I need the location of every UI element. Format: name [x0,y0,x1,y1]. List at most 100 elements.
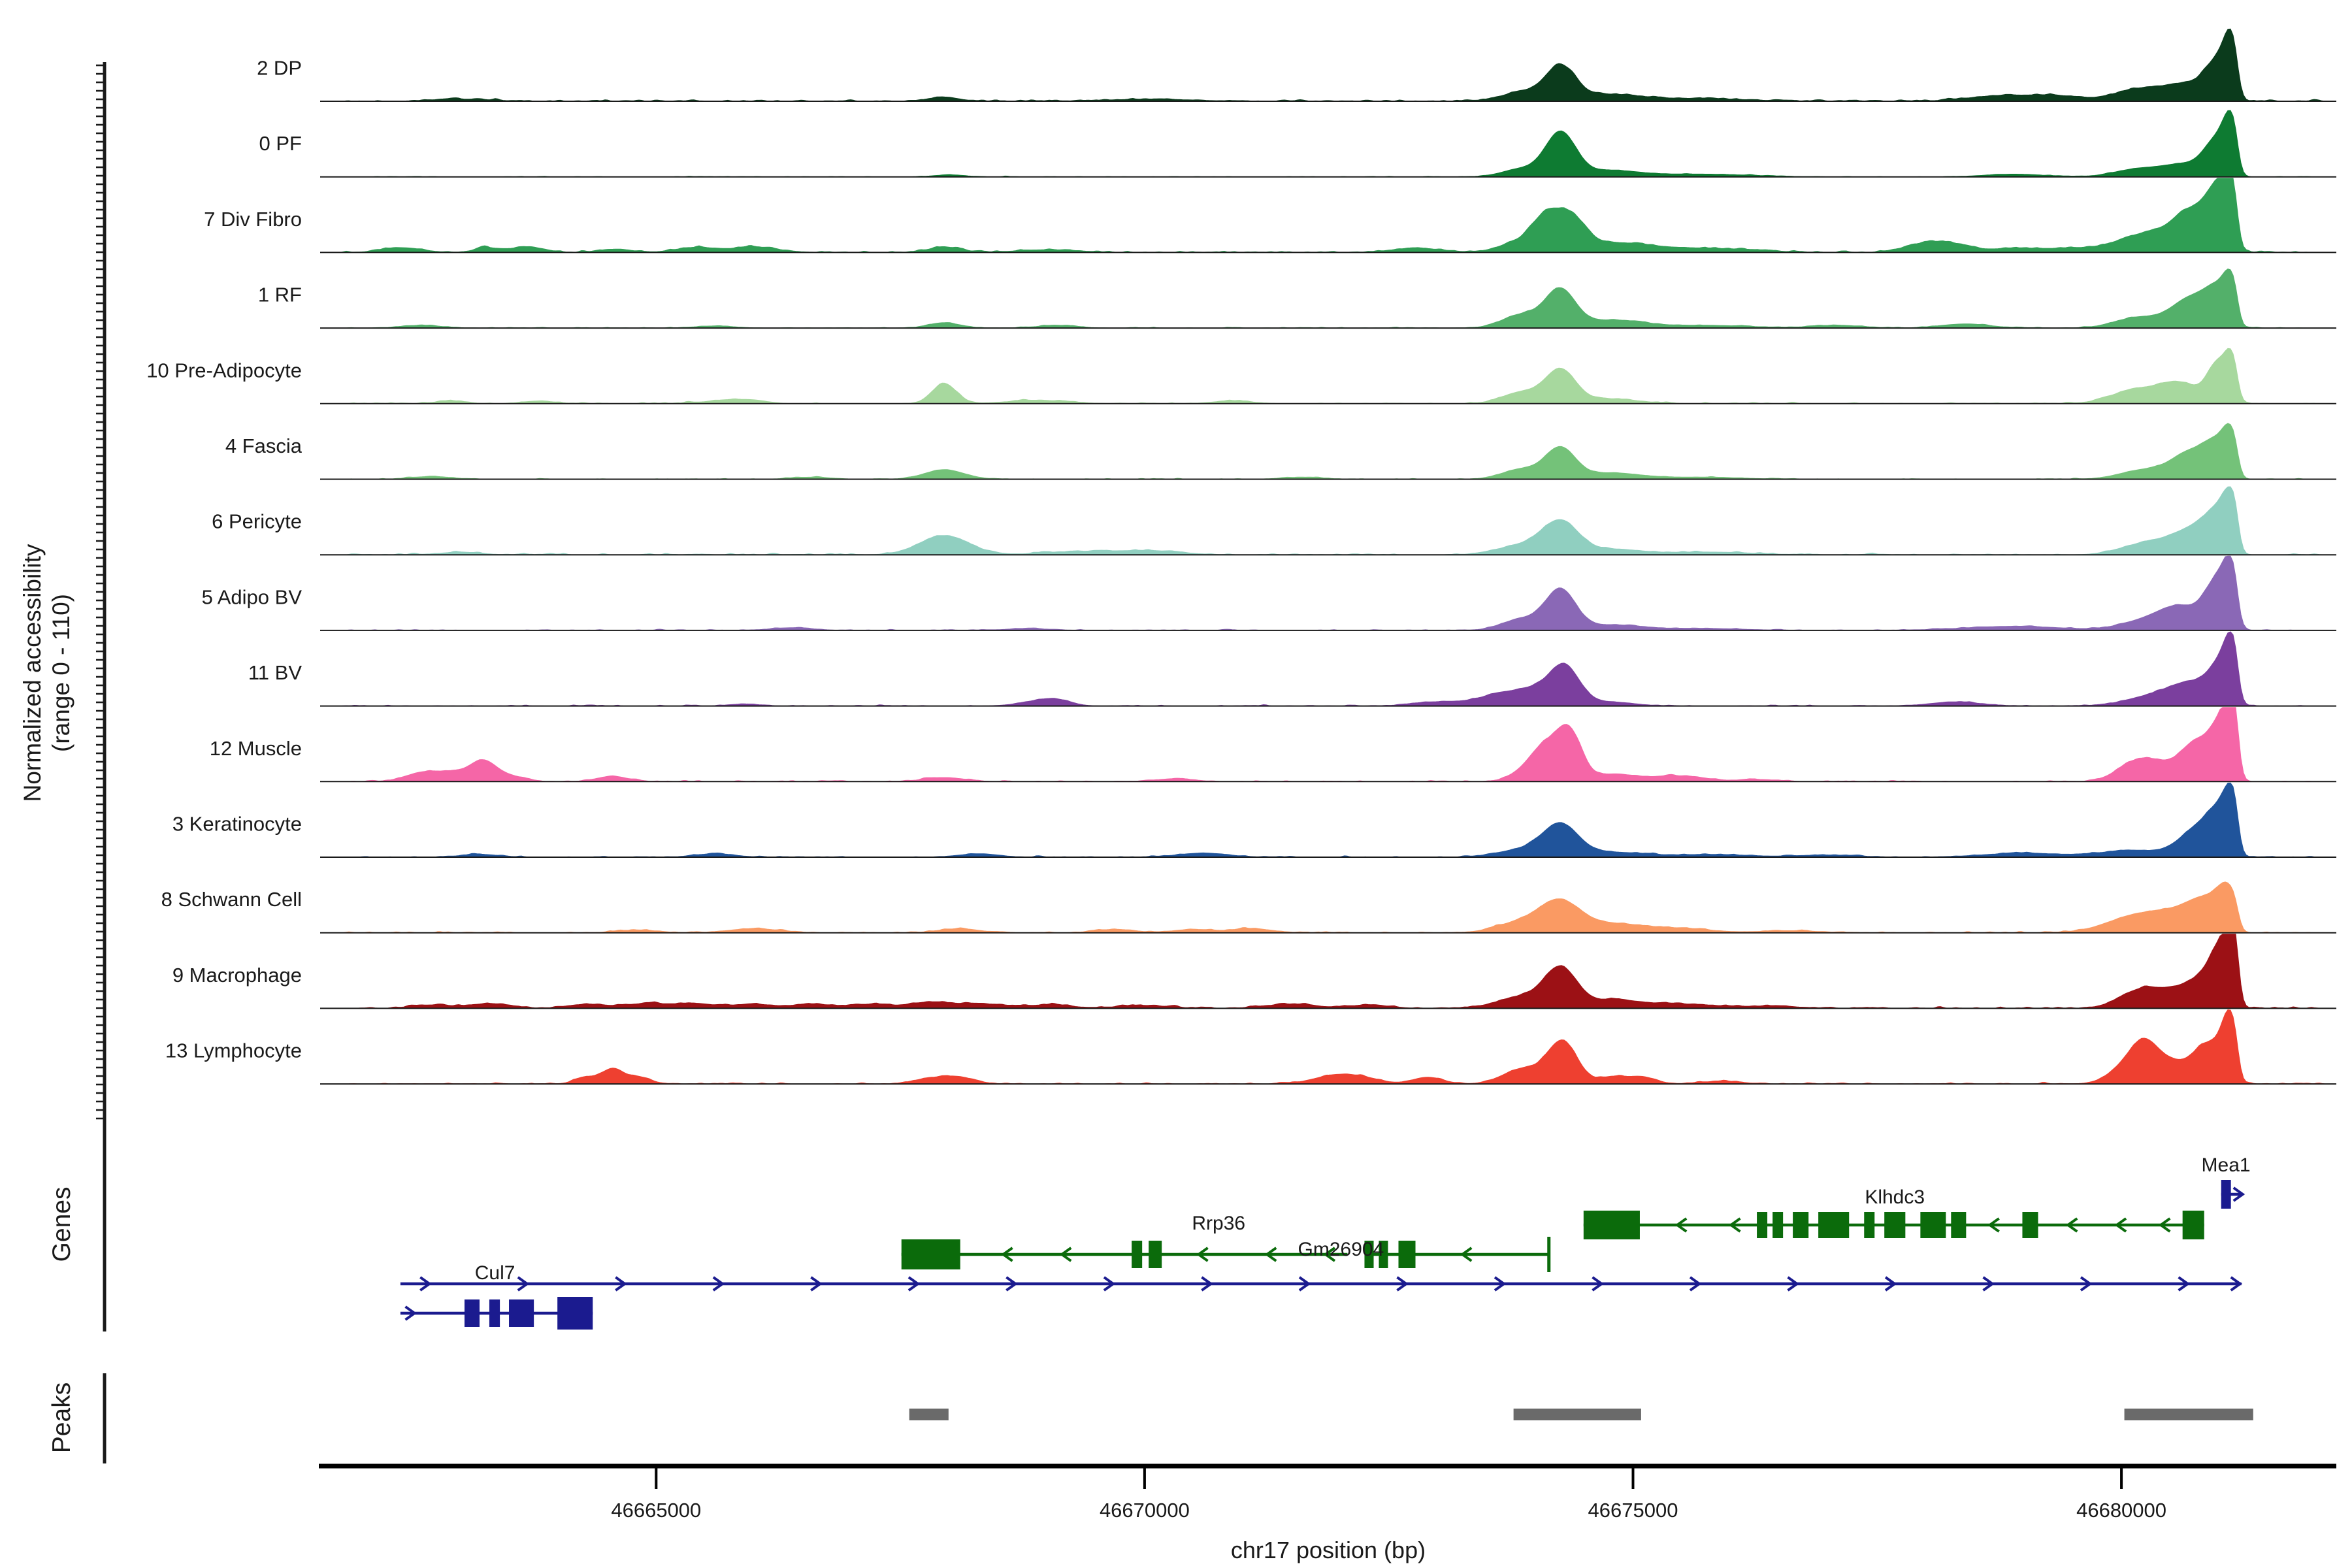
coverage-track-12-muscle: 12 Muscle [210,707,2336,783]
track-label: 9 Macrophage [172,964,302,987]
track-label: 4 Fascia [225,434,302,457]
strand-arrow-icon [1494,1276,1507,1292]
gene-exon [509,1299,534,1327]
strand-arrow-icon [1982,1276,1995,1292]
gene-exon [1149,1241,1162,1268]
gene-exon [1864,1212,1875,1238]
x-axis-tick-label: 46665000 [611,1499,701,1522]
coverage-track-10-pre-adipocyte: 10 Pre-Adipocyte [146,348,2336,404]
gene-exon [1583,1211,1640,1239]
peaks-track [909,1409,2253,1420]
coverage-area [320,555,2336,631]
coverage-area [320,782,2336,858]
gene-exon [1379,1241,1388,1268]
strand-arrow-icon [2065,1217,2078,1233]
track-label: 8 Schwann Cell [161,888,302,911]
coverage-track-2-dp: 2 DP [257,28,2336,102]
gene-transcript [400,1276,2243,1292]
coverage-track-5-adipo-bv: 5 Adipo BV [202,555,2336,631]
track-label: 1 RF [258,284,302,306]
strand-arrow-icon [1201,1276,1213,1292]
peak-interval-bar [909,1409,949,1420]
gene-exon [1884,1212,1906,1238]
coverage-track-3-keratinocyte: 3 Keratinocyte [172,782,2336,858]
strand-arrow-icon [1396,1276,1409,1292]
strand-arrow-icon [1987,1217,2000,1233]
coverage-area [320,707,2336,782]
strand-arrow-icon [419,1276,432,1292]
gene-exon [1132,1241,1143,1268]
gene-exon [489,1299,500,1327]
track-label: 6 Pericyte [212,510,302,533]
coverage-track-1-rf: 1 RF [258,268,2336,329]
coverage-area [320,486,2336,555]
gene-exon [1364,1241,1374,1268]
strand-arrow-icon [1005,1276,1018,1292]
strand-arrow-icon [810,1276,823,1292]
coverage-area [320,268,2336,329]
strand-arrow-icon [2232,1186,2246,1202]
strand-arrow-icon [1674,1217,1688,1233]
gene-Mea1: Mea1 [2202,1154,2251,1209]
gene-exon [2182,1211,2204,1239]
strand-arrow-icon [1323,1247,1336,1262]
gene-label: Gm26904 [1298,1239,1384,1260]
strand-arrow-icon [2114,1217,2127,1233]
strand-arrow-icon [517,1276,530,1292]
peak-interval-bar [1513,1409,1641,1420]
strand-arrow-icon [712,1276,725,1292]
x-axis-tick-label: 46680000 [2076,1499,2166,1522]
gene-Gm26904: Gm26904 [1298,1237,1551,1272]
coverage-area [320,881,2336,934]
coverage-track-13-lymphocyte: 13 Lymphocyte [165,1009,2336,1085]
strand-arrow-icon [1460,1247,1473,1262]
gene-label: Klhdc3 [1865,1186,1925,1208]
coverage-area [320,110,2336,178]
strand-arrow-icon [1884,1276,1897,1292]
strand-arrow-icon [1196,1247,1209,1262]
x-axis: 46665000 46670000 46675000 46680000 [319,1463,2336,1522]
strand-arrow-icon [1001,1247,1013,1262]
strand-arrow-icon [2158,1217,2171,1233]
peak-interval-bar [2124,1409,2253,1420]
gene-exon [557,1297,593,1330]
coverage-track-11-bv: 11 BV [248,631,2336,707]
coverage-area [320,934,2336,1009]
gene-exon [464,1299,480,1327]
strand-arrow-icon [907,1276,921,1292]
gene-exon [2221,1180,2231,1209]
track-label: 13 Lymphocyte [165,1039,302,1062]
strand-arrow-icon [2230,1276,2243,1292]
track-label: 0 PF [259,132,302,155]
track-label: 11 BV [248,661,302,684]
gene-exon [1793,1212,1809,1238]
x-axis-tick-label: 46675000 [1588,1499,1678,1522]
strand-arrow-icon [615,1276,627,1292]
coverage-area [320,28,2336,102]
track-label: 7 Div Fibro [204,208,302,231]
gene-Rrp36: Rrp36 [901,1213,1348,1269]
gene-label: Cul7 [475,1262,515,1284]
coverage-area [320,348,2336,404]
gene-exon [1757,1212,1768,1238]
gene-exon [1772,1212,1784,1238]
x-axis-tick-label: 46670000 [1100,1499,1190,1522]
coverage-track-6-pericyte: 6 Pericyte [212,486,2336,556]
coverage-track-0-pf: 0 PF [259,110,2336,178]
y-axis [96,62,106,1463]
coverage-track-7-div-fibro: 7 Div Fibro [204,178,2336,253]
gene-exon [1818,1212,1850,1238]
coverage-track-4-fascia: 4 Fascia [225,423,2336,480]
track-label: 5 Adipo BV [202,585,302,608]
strand-arrow-icon [2178,1276,2191,1292]
gene-label: Rrp36 [1192,1213,1245,1234]
gene-label: Mea1 [2202,1154,2251,1176]
gene-exon [1920,1212,1946,1238]
gene-Klhdc3: Klhdc3 [1583,1186,2204,1239]
coverage-area [320,423,2336,480]
strand-arrow-icon [1592,1276,1604,1292]
track-label: 3 Keratinocyte [172,813,302,836]
track-label: 2 DP [257,57,302,80]
